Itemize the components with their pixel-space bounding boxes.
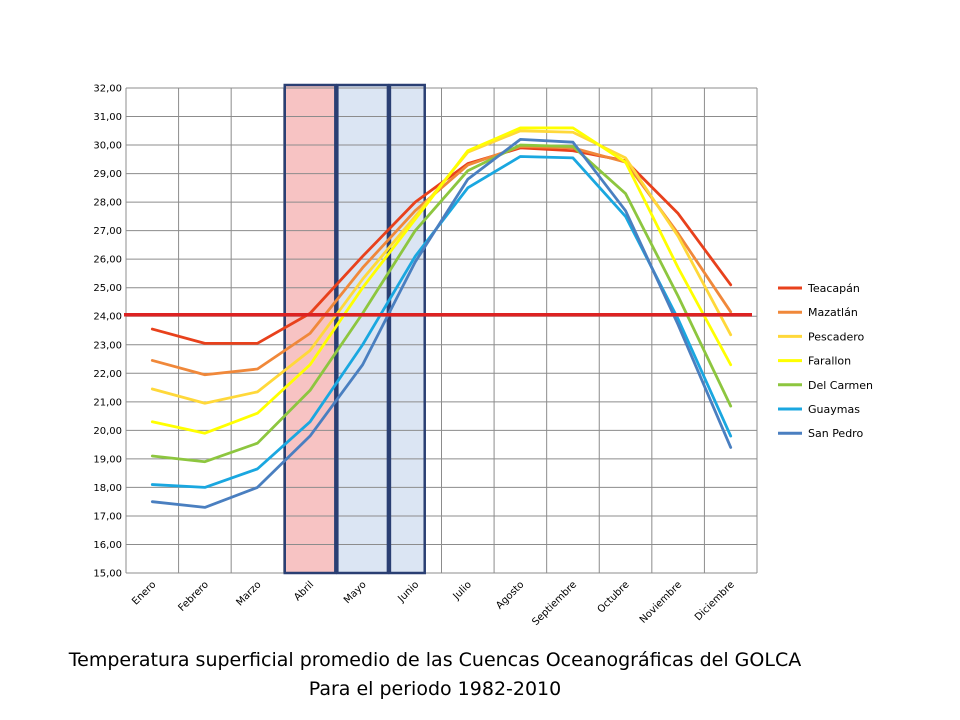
y-tick-label: 23,00	[93, 340, 122, 351]
chart-caption-line-2: Para el periodo 1982-2010	[308, 678, 562, 700]
y-tick-label: 19,00	[93, 454, 122, 465]
y-tick-label: 25,00	[93, 283, 122, 294]
highlight-band-1	[283, 85, 337, 573]
series-line-mazatl-n	[150, 145, 733, 377]
y-tick-label: 32,00	[93, 84, 122, 95]
x-tick-label: Abril	[292, 579, 316, 603]
x-tick-label: Mayo	[342, 579, 369, 606]
x-tick-label: Junio	[395, 579, 421, 605]
legend-label: Teacapán	[807, 282, 860, 295]
y-tick-label: 20,00	[93, 426, 122, 437]
x-tick-label: Agosto	[494, 579, 526, 611]
highlight-band-outline-2	[336, 83, 390, 575]
highlight-bands	[283, 85, 426, 573]
y-tick-label: 22,00	[93, 369, 122, 380]
legend-label: San Pedro	[808, 427, 863, 440]
x-tick-label: Julio	[451, 579, 474, 602]
series-line-san-pedro	[150, 137, 733, 509]
x-tick-label: Noviembre	[638, 579, 684, 625]
legend-label: Guaymas	[808, 403, 860, 416]
chart-legend: Teacapán Mazatlán Pescadero Farallon Del Car…	[778, 282, 873, 440]
y-tick-label: 18,00	[93, 483, 122, 494]
x-tick-label: Octubre	[596, 579, 632, 615]
y-tick-label: 30,00	[93, 141, 122, 152]
series-line-del-carmen	[150, 143, 733, 464]
legend-label: Del Carmen	[808, 379, 873, 392]
x-tick-label: Febrero	[177, 579, 211, 613]
y-tick-label: 17,00	[93, 511, 122, 522]
highlight-band-outline-3	[388, 83, 426, 575]
y-tick-label: 26,00	[93, 255, 122, 266]
y-tick-label: 21,00	[93, 397, 122, 408]
series-line-farallon	[150, 126, 733, 435]
y-axis-ticks: 15,00 16,00 17,00 18,00 19,00 20,00 21,00 22,00…	[93, 84, 122, 580]
y-tick-label: 31,00	[93, 112, 122, 123]
y-tick-label: 27,00	[93, 226, 122, 237]
x-tick-label: Septiembre	[530, 579, 579, 628]
y-tick-label: 24,00	[93, 312, 122, 323]
x-tick-label: Diciembre	[693, 579, 737, 623]
y-tick-label: 16,00	[93, 540, 122, 551]
temperature-line-chart: 15,00 16,00 17,00 18,00 19,00 20,00 21,00 22,00…	[93, 83, 873, 629]
series-lines	[150, 126, 733, 509]
legend-label: Farallon	[808, 355, 851, 368]
legend-label: Pescadero	[808, 330, 865, 343]
y-tick-label: 29,00	[93, 169, 122, 180]
chart-caption-line-1: Temperatura superficial promedio de las …	[68, 649, 802, 671]
x-tick-label: Marzo	[234, 579, 263, 608]
y-tick-label: 15,00	[93, 569, 122, 580]
x-axis-ticks: Enero Febrero Marzo Abril Mayo Junio Julio Agos…	[130, 579, 737, 628]
legend-label: Mazatlán	[808, 306, 858, 319]
y-tick-label: 28,00	[93, 198, 122, 209]
x-tick-label: Enero	[130, 579, 158, 607]
highlight-band-3	[388, 85, 426, 573]
